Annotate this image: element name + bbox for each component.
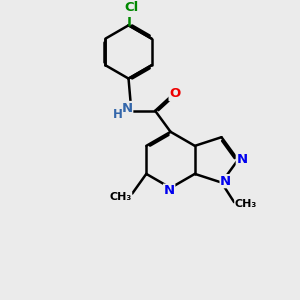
Text: CH₃: CH₃ (235, 199, 257, 208)
Text: N: N (122, 101, 133, 115)
Text: N: N (164, 184, 175, 197)
Text: H: H (112, 108, 122, 121)
Text: CH₃: CH₃ (110, 192, 132, 202)
Text: O: O (169, 88, 180, 100)
Text: N: N (220, 175, 231, 188)
Text: N: N (236, 153, 247, 167)
Text: Cl: Cl (124, 1, 139, 14)
